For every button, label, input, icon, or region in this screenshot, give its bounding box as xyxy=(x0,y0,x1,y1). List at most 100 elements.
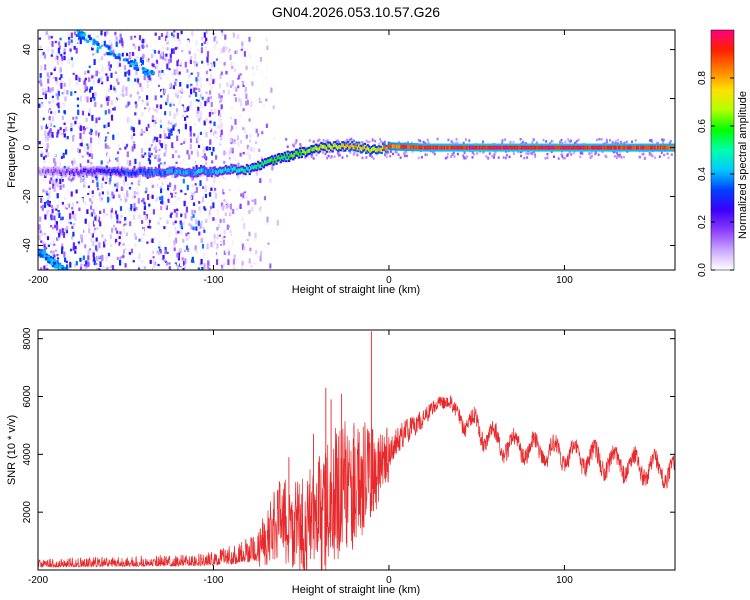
spectrum-noise-cell xyxy=(114,183,117,187)
spectrum-noise-cell xyxy=(156,213,159,217)
spectrum-ridge-cell xyxy=(91,171,94,176)
spectrum-streak-cell xyxy=(143,72,147,76)
spectrum-noise-cell xyxy=(146,103,149,106)
spectrum-noise-cell xyxy=(619,140,622,144)
spectrum-noise-cell xyxy=(237,174,240,179)
spectrum-ridge-cell xyxy=(341,143,344,148)
spectrum-noise-cell xyxy=(221,204,224,211)
spectrum-ridge-cell xyxy=(155,170,159,175)
spectrum-noise-cell xyxy=(149,44,153,50)
spectrum-noise-cell xyxy=(136,270,138,274)
spectrum-streak-cell xyxy=(92,42,96,46)
spectrum-noise-cell xyxy=(189,138,193,143)
spectrum-ridge-cell xyxy=(92,169,96,174)
spectrum-noise-cell xyxy=(38,37,41,40)
spectrum-noise-cell xyxy=(74,91,77,94)
x-tick-label: -100 xyxy=(203,275,223,286)
spectrum-ridge-cell xyxy=(73,172,76,176)
spectrum-noise-cell xyxy=(142,45,145,49)
spectrum-noise-cell xyxy=(73,160,76,164)
spectrum-noise-cell xyxy=(204,45,207,51)
spectrum-ridge-cell xyxy=(547,145,550,150)
spectrum-noise-cell xyxy=(49,128,52,132)
spectrum-noise-cell xyxy=(148,219,151,223)
spectrum-noise-cell xyxy=(229,54,232,61)
spectrum-noise-cell xyxy=(53,125,56,128)
spectrum-noise-cell xyxy=(155,59,159,64)
spectrum-noise-cell xyxy=(124,227,127,231)
spectrum-ridge-cell xyxy=(629,145,632,150)
spectrum-noise-cell xyxy=(87,255,90,261)
spectrum-noise-cell xyxy=(211,198,214,203)
spectrum-ridge-cell xyxy=(619,145,622,150)
spectrum-noise-cell xyxy=(155,41,158,46)
spectrum-noise-cell xyxy=(63,82,66,87)
spectrum-noise-cell xyxy=(110,207,113,213)
spectrum-noise-cell xyxy=(113,88,116,91)
spectrum-ridge-cell xyxy=(325,146,329,151)
spectrum-noise-cell xyxy=(248,154,251,160)
spectrum-noise-cell xyxy=(197,106,200,112)
spectrum-noise-cell xyxy=(40,205,43,209)
spectrum-ridge-cell xyxy=(365,148,368,153)
spectrum-streak-cell xyxy=(54,264,58,268)
spectrum-noise-cell xyxy=(663,153,666,157)
spectrum-noise-cell xyxy=(277,49,281,53)
spectrum-noise-cell xyxy=(169,52,172,58)
spectrum-noise-cell xyxy=(407,141,410,144)
spectrum-noise-cell xyxy=(275,239,278,243)
spectrum-noise-cell xyxy=(47,132,50,138)
spectrum-noise-cell xyxy=(61,91,64,95)
spectrum-ridge-cell xyxy=(445,145,448,150)
spectrum-noise-cell xyxy=(129,216,132,223)
spectrum-noise-cell xyxy=(195,226,198,231)
spectrum-noise-cell xyxy=(233,68,237,72)
spectrum-noise-cell xyxy=(98,234,102,237)
spectrum-noise-cell xyxy=(124,247,127,251)
spectrum-ridge-cell xyxy=(286,152,289,157)
spectrum-ridge-cell xyxy=(407,145,410,149)
spectrum-noise-cell xyxy=(361,156,364,160)
spectrum-ridge-cell xyxy=(658,145,661,150)
spectrum-noise-cell xyxy=(246,195,249,200)
spectrum-ridge-cell xyxy=(85,171,89,176)
spectrum-noise-cell xyxy=(551,139,554,143)
spectrum-noise-cell xyxy=(83,179,86,185)
spectrum-noise-cell xyxy=(262,104,265,108)
spectrum-noise-cell xyxy=(207,93,210,99)
spectrum-ridge-cell xyxy=(615,145,618,150)
spectrum-noise-cell xyxy=(61,44,64,48)
spectrum-noise-cell xyxy=(209,83,212,87)
spectrum-noise-cell xyxy=(126,70,129,75)
spectrum-noise-cell xyxy=(213,61,216,68)
spectrum-noise-cell xyxy=(169,182,172,188)
spectrum-noise-cell xyxy=(68,36,71,40)
spectrum-noise-cell xyxy=(57,237,60,241)
spectrum-noise-cell xyxy=(45,148,48,153)
spectrum-noise-cell xyxy=(249,186,252,189)
spectrum-ridge-cell xyxy=(377,147,381,152)
spectrum-noise-cell xyxy=(146,219,149,224)
spectrum-noise-cell xyxy=(84,202,87,205)
spectrum-noise-cell xyxy=(92,197,95,202)
spectrum-noise-cell xyxy=(141,40,144,43)
spectrum-noise-cell xyxy=(656,141,659,145)
spectrum-ridge-cell xyxy=(233,166,236,171)
spectrum-noise-cell xyxy=(150,144,153,148)
spectrum-noise-cell xyxy=(211,160,214,164)
spectrum-ridge-cell xyxy=(104,168,107,173)
spectrum-noise-cell xyxy=(294,142,297,145)
spectrum-noise-cell xyxy=(183,201,186,205)
spectrum-noise-cell xyxy=(203,153,206,160)
spectrum-noise-cell xyxy=(164,144,167,150)
spectrum-ridge-cell xyxy=(109,172,112,176)
spectrum-noise-cell xyxy=(220,97,223,103)
spectrum-noise-cell xyxy=(92,208,95,215)
spectrum-noise-cell xyxy=(117,82,120,85)
spectrum-noise-cell xyxy=(227,203,230,208)
spectrum-noise-cell xyxy=(90,86,93,90)
spectrum-ridge-cell xyxy=(132,170,135,174)
spectrum-noise-cell xyxy=(231,125,234,130)
spectrum-noise-cell xyxy=(137,190,140,196)
spectrum-noise-cell xyxy=(648,152,651,155)
